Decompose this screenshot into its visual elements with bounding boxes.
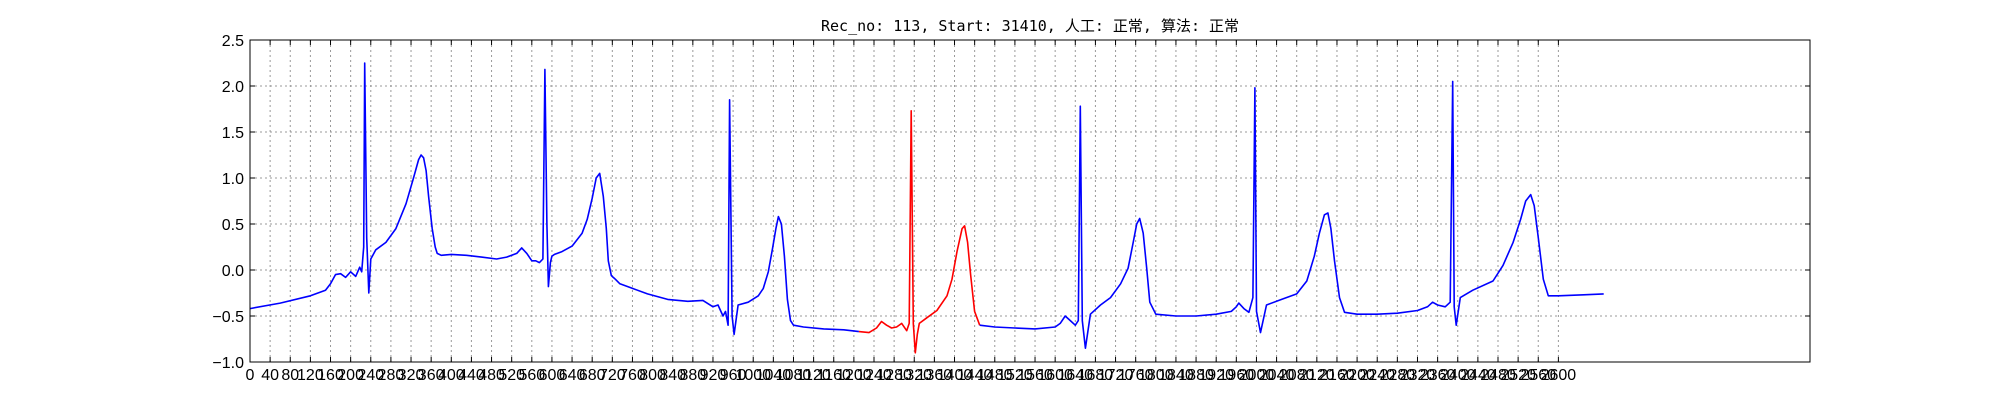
x-tick-label: 840	[659, 367, 686, 384]
x-tick-label: 200	[337, 367, 364, 384]
x-tick-label: 80	[281, 367, 299, 384]
x-tick-label: 2360	[1420, 367, 1456, 384]
x-tick-label: 560	[518, 367, 545, 384]
x-tick-label: 1320	[896, 367, 932, 384]
x-tick-label: 520	[498, 367, 525, 384]
ecg-series-line-2	[858, 110, 981, 354]
series-lines	[249, 62, 1604, 354]
x-tick-label: 2240	[1359, 367, 1395, 384]
x-tick-label: 480	[478, 367, 505, 384]
x-tick-label: 640	[559, 367, 586, 384]
x-tick-label: 1120	[796, 367, 831, 384]
x-tick-label: 1560	[1017, 367, 1053, 384]
x-tick-label: 2320	[1400, 367, 1436, 384]
y-tick-label: 0.0	[222, 263, 244, 280]
x-tick-label: 1040	[756, 367, 792, 384]
x-tick-label: 120	[297, 367, 324, 384]
x-tick-label: 1480	[977, 367, 1013, 384]
x-tick-label: 1160	[817, 367, 852, 384]
x-tick-label: 2120	[1299, 367, 1335, 384]
x-tick-label: 40	[261, 367, 279, 384]
x-tick-label: 1880	[1178, 367, 1214, 384]
x-tick-label: 160	[317, 367, 344, 384]
x-tick-label: 800	[639, 367, 666, 384]
ecg-series-line-1	[249, 62, 859, 336]
x-tick-label: 2200	[1339, 367, 1375, 384]
x-tick-label: 720	[599, 367, 626, 384]
grid-lines	[249, 40, 1810, 362]
x-tick-label: 600	[539, 367, 566, 384]
chart-title: Rec_no: 113, Start: 31410, 人工: 正常, 算法: 正…	[821, 17, 1239, 35]
y-tick-label: −1.0	[212, 355, 244, 372]
x-tick-label: 1280	[876, 367, 912, 384]
y-tick-label: 2.5	[222, 33, 244, 50]
y-tick-label: 1.0	[222, 171, 244, 188]
x-tick-label: 1400	[937, 367, 973, 384]
x-tick-label: 2400	[1440, 367, 1476, 384]
x-tick-label: 1680	[1078, 367, 1114, 384]
x-tick-label: 2480	[1480, 367, 1516, 384]
x-tick-label: 1080	[776, 367, 812, 384]
y-tick-label: 1.5	[222, 125, 244, 142]
x-tick-label: 1800	[1138, 367, 1174, 384]
x-tick-label: 2160	[1319, 367, 1355, 384]
x-tick-label: 2520	[1500, 367, 1536, 384]
x-tick-label: 2600	[1541, 367, 1577, 384]
x-tick-label: 1720	[1098, 367, 1134, 384]
x-tick-label: 1840	[1158, 367, 1194, 384]
x-tick-label: 1920	[1198, 367, 1234, 384]
x-tick-label: 960	[720, 367, 747, 384]
x-tick-label: 680	[579, 367, 606, 384]
x-tick-label: 240	[357, 367, 384, 384]
x-tick-label: 320	[398, 367, 425, 384]
x-tick-label: 1600	[1037, 367, 1073, 384]
x-tick-label: 280	[378, 367, 405, 384]
x-tick-label: 1760	[1118, 367, 1154, 384]
y-tick-label: 2.0	[222, 79, 244, 96]
x-tick-label: 440	[458, 367, 485, 384]
x-tick-label: 0	[246, 367, 255, 384]
x-tick-label: 1640	[1057, 367, 1093, 384]
y-tick-label: 0.5	[222, 217, 244, 234]
x-tick-label: 880	[679, 367, 706, 384]
x-tick-label: 400	[438, 367, 465, 384]
x-tick-label: 2000	[1239, 367, 1275, 384]
x-tick-label: 1240	[856, 367, 892, 384]
axis-ticks: 0 40 8012016020024028032036040044048052056…	[212, 33, 1810, 384]
x-tick-label: 360	[418, 367, 445, 384]
x-tick-label: 2040	[1259, 367, 1295, 384]
x-tick-label: 1200	[836, 367, 872, 384]
y-tick-label: −0.5	[212, 309, 244, 326]
x-tick-label: 920	[700, 367, 727, 384]
plot-frame	[249, 39, 1811, 363]
x-tick-label: 2080	[1279, 367, 1315, 384]
x-tick-label: 2280	[1380, 367, 1416, 384]
ecg-series-line-3	[979, 80, 1604, 350]
x-tick-label: 1360	[917, 367, 953, 384]
x-tick-label: 1440	[957, 367, 993, 384]
x-tick-label: 1960	[1219, 367, 1255, 384]
x-tick-label: 1000	[735, 367, 771, 384]
x-tick-label: 1520	[997, 367, 1033, 384]
x-tick-label: 2560	[1520, 367, 1556, 384]
x-tick-label: 2440	[1460, 367, 1496, 384]
x-tick-label: 760	[619, 367, 646, 384]
